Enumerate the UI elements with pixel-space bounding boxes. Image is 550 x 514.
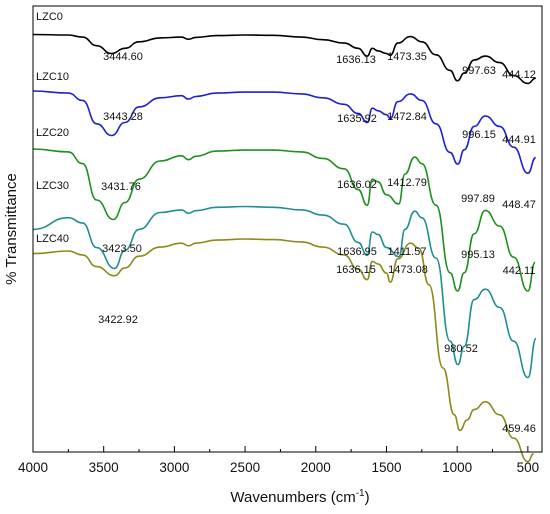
x-tick-label: 3500 (89, 460, 119, 475)
series-line-lzc30 (32, 205, 537, 379)
x-axis-label-superscript: -1 (356, 488, 365, 499)
peak-label: 1411.57 (388, 246, 427, 258)
x-axis-ticks: 4000 3500 3000 2500 2000 1500 1000 500 (18, 446, 539, 475)
series-label-lzc10: LZC10 (36, 71, 69, 83)
peak-label: 1636.02 (337, 179, 377, 191)
peak-label: 996.15 (462, 129, 496, 141)
series-label-lzc30: LZC30 (36, 180, 69, 192)
x-tick-label: 2500 (230, 460, 260, 475)
peak-label: 980.52 (444, 343, 478, 355)
x-tick-label: 3000 (159, 460, 189, 475)
peak-label: 1636.15 (336, 264, 376, 276)
x-tick-label: 1500 (371, 460, 401, 475)
peak-label: 3422.92 (98, 314, 138, 326)
x-axis-label: Wavenumbers (cm-1) (230, 488, 369, 506)
plot-frame (32, 5, 543, 453)
peak-label: 1635.92 (337, 113, 377, 125)
series-label-lzc20: LZC20 (36, 127, 69, 139)
peak-label: 3423.50 (102, 243, 142, 255)
series-labels: LZC0 LZC10 LZC20 LZC30 LZC40 (36, 11, 69, 245)
x-tick-label: 2000 (301, 460, 331, 475)
peak-label: 995.13 (461, 249, 495, 261)
y-axis-label: % Transmittance (3, 173, 20, 285)
series-line-lzc40 (32, 238, 534, 463)
peak-label: 1636.95 (337, 246, 377, 258)
peak-label: 1473.35 (387, 51, 427, 63)
series-line-lzc0 (32, 33, 536, 85)
peak-label: 448.47 (502, 199, 536, 211)
x-tick-label: 4000 (18, 460, 48, 475)
peak-label: 1472.84 (387, 111, 427, 123)
peak-label: 3443.28 (103, 111, 143, 123)
peak-label: 444.91 (502, 134, 536, 146)
peak-label: 3444.60 (103, 51, 143, 63)
x-tick-label: 500 (517, 460, 540, 475)
peak-label: 1412.79 (387, 177, 427, 189)
series-line-lzc10 (32, 90, 537, 175)
peak-labels: 3444.60 1636.13 1473.35 997.63 444.12 3443.28… (98, 51, 536, 435)
peak-label: 459.46 (502, 423, 536, 435)
series-label-lzc0: LZC0 (36, 11, 63, 23)
series-label-lzc40: LZC40 (36, 233, 69, 245)
peak-label: 1473.08 (388, 264, 428, 276)
peak-label: 997.63 (462, 65, 496, 77)
series-line-lzc20 (32, 148, 536, 292)
peak-label: 442.11 (503, 265, 536, 277)
x-tick-label: 1000 (442, 460, 472, 475)
peak-label: 444.12 (502, 69, 536, 81)
peak-label: 3431.76 (101, 181, 141, 193)
peak-label: 1636.13 (336, 54, 376, 66)
series-curves (32, 33, 537, 463)
peak-label: 997.89 (461, 193, 495, 205)
